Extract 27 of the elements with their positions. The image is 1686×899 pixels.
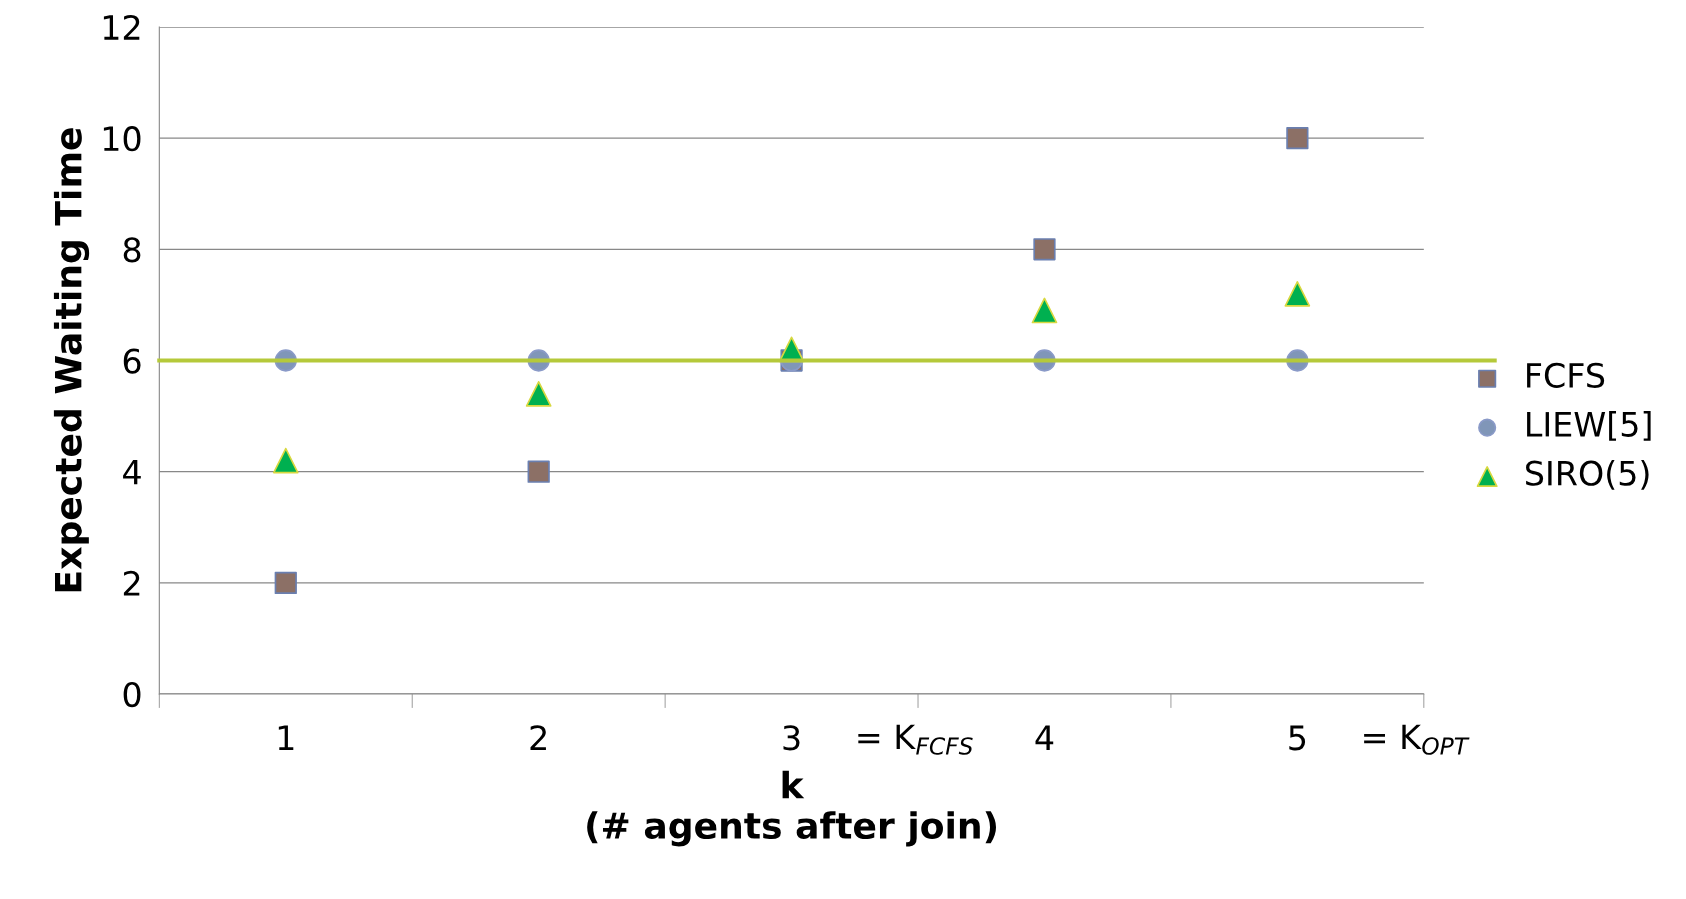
x-tick-label: 5	[1289, 725, 1306, 751]
point	[1033, 238, 1056, 261]
text: = K$_{OPT}$	[1364, 724, 1470, 755]
point	[274, 571, 297, 594]
y-tick-label: 2	[123, 570, 140, 596]
y-tick-label: 10	[103, 126, 141, 152]
point	[1031, 297, 1058, 324]
point	[1286, 127, 1309, 150]
legend-label: SIRO(5)	[1526, 460, 1649, 490]
y-tick-label: 0	[123, 681, 141, 708]
point	[1284, 280, 1311, 307]
legend-label: FCFS	[1527, 362, 1605, 388]
x-axis-title: k (# agents after join)	[587, 770, 997, 847]
point	[527, 460, 550, 483]
y-tick-label: 6	[123, 348, 141, 374]
y-tick-label: 8	[123, 237, 141, 263]
text: = K$_{FCFS}$	[858, 724, 973, 755]
x-tick-label: 3	[783, 725, 800, 751]
point	[272, 447, 299, 474]
x-tick-label: 1	[278, 725, 294, 750]
point	[525, 380, 552, 407]
x-tick-label: 4	[1035, 725, 1054, 750]
legend-label: LIEW[5]	[1527, 411, 1651, 441]
x-tick-label: 2	[530, 725, 546, 750]
y-axis-title: Expected Waiting Time	[53, 128, 90, 592]
y-tick-label: 4	[123, 460, 141, 485]
y-tick-label: 12	[103, 14, 140, 40]
